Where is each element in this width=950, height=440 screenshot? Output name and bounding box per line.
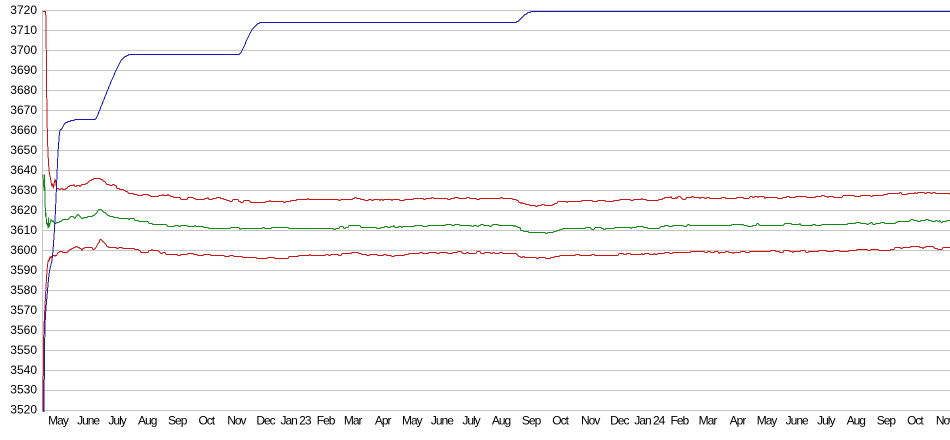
svg-text:Mar: Mar [699, 414, 718, 428]
svg-text:Oct: Oct [552, 414, 569, 428]
svg-text:Nov: Nov [227, 414, 246, 428]
svg-text:Mar: Mar [344, 414, 363, 428]
svg-text:3630: 3630 [10, 183, 37, 197]
svg-text:Nov: Nov [936, 414, 950, 428]
svg-text:Apr: Apr [730, 414, 747, 428]
svg-text:3620: 3620 [10, 203, 37, 217]
svg-text:Oct: Oct [198, 414, 215, 428]
svg-text:June: June [786, 414, 809, 428]
svg-text:Sep: Sep [877, 414, 897, 428]
svg-text:Nov: Nov [581, 414, 600, 428]
svg-text:3710: 3710 [10, 23, 37, 37]
svg-text:July: July [108, 414, 126, 428]
svg-text:May: May [48, 414, 69, 428]
svg-text:3560: 3560 [10, 323, 37, 337]
svg-text:May: May [757, 414, 778, 428]
svg-text:3600: 3600 [10, 243, 37, 257]
svg-text:3550: 3550 [10, 343, 37, 357]
svg-text:Aug: Aug [138, 414, 157, 428]
svg-text:3580: 3580 [10, 283, 37, 297]
svg-text:Dec: Dec [610, 414, 629, 428]
svg-text:Jan 23: Jan 23 [280, 414, 311, 428]
svg-text:3640: 3640 [10, 163, 37, 177]
svg-text:June: June [77, 414, 100, 428]
svg-text:Feb: Feb [671, 414, 690, 428]
svg-text:3670: 3670 [10, 103, 37, 117]
svg-text:Aug: Aug [847, 414, 866, 428]
svg-text:July: July [462, 414, 480, 428]
svg-text:3590: 3590 [10, 263, 37, 277]
svg-text:Dec: Dec [256, 414, 275, 428]
svg-text:May: May [402, 414, 423, 428]
svg-text:3520: 3520 [10, 403, 37, 417]
svg-text:Aug: Aug [492, 414, 511, 428]
svg-text:3660: 3660 [10, 123, 37, 137]
svg-text:3530: 3530 [10, 383, 37, 397]
svg-text:3650: 3650 [10, 143, 37, 157]
svg-text:Sep: Sep [522, 414, 542, 428]
svg-text:Feb: Feb [317, 414, 336, 428]
svg-text:Apr: Apr [375, 414, 392, 428]
svg-text:June: June [431, 414, 454, 428]
svg-text:3570: 3570 [10, 303, 37, 317]
svg-text:3690: 3690 [10, 63, 37, 77]
svg-text:Oct: Oct [907, 414, 924, 428]
svg-text:Jan 24: Jan 24 [634, 414, 665, 428]
svg-text:July: July [817, 414, 835, 428]
svg-text:3610: 3610 [10, 223, 37, 237]
svg-text:3680: 3680 [10, 83, 37, 97]
svg-text:3720: 3720 [10, 3, 37, 17]
svg-text:Sep: Sep [168, 414, 188, 428]
svg-text:3700: 3700 [10, 43, 37, 57]
svg-text:3540: 3540 [10, 363, 37, 377]
